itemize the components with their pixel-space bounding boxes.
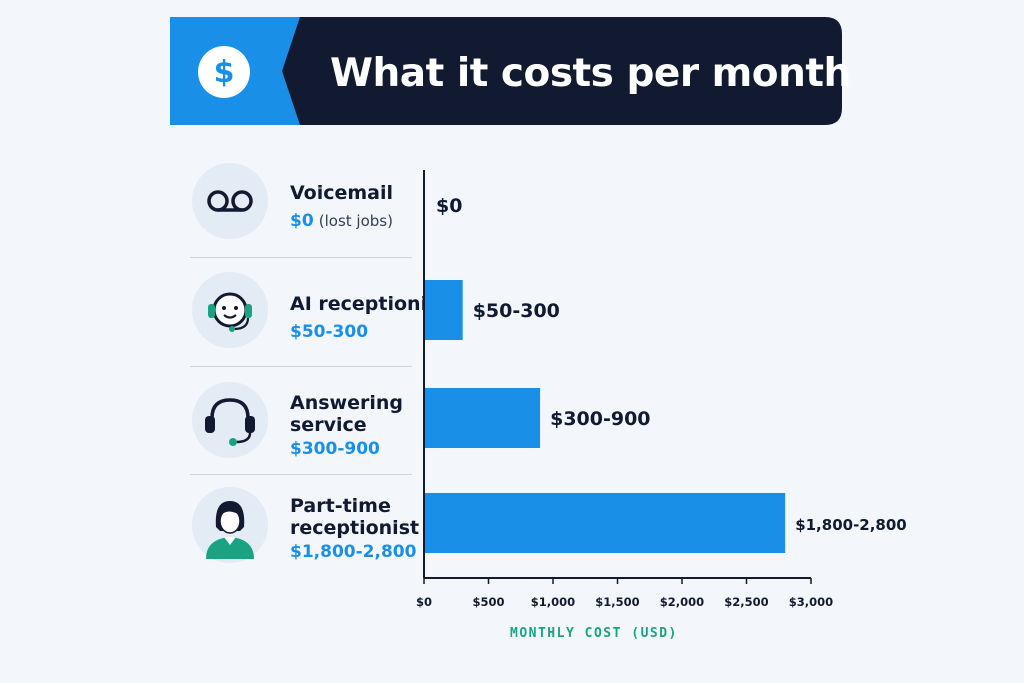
bar-data-label: $0	[436, 195, 462, 217]
row-note-voicemail: (lost jobs)	[318, 212, 393, 230]
row-value-answering-service: $300-900	[290, 439, 380, 459]
x-tick-label: $3,000	[789, 595, 833, 609]
bar	[425, 493, 786, 553]
row-label-ai-receptionist: AI receptionist	[290, 293, 448, 315]
x-tick-label: $500	[472, 595, 504, 609]
row-divider	[190, 366, 412, 367]
ai-headset-face-icon	[192, 272, 268, 348]
row-value-voicemail: $0 (lost jobs)	[290, 211, 393, 231]
row-label-answering-service-line2: service	[290, 414, 367, 436]
header-banner	[170, 17, 842, 125]
receptionist-person-icon	[192, 487, 268, 563]
row-value-ai-receptionist: $50-300	[290, 322, 368, 342]
x-tick-label: $2,500	[724, 595, 768, 609]
row-price-answering-service: $300-900	[290, 439, 380, 459]
row-price-ai-receptionist: $50-300	[290, 322, 369, 342]
bar-data-label: $300-900	[550, 408, 650, 430]
bar-data-label: $50-300	[473, 300, 560, 322]
row-divider	[190, 474, 412, 475]
row-divider	[190, 257, 412, 258]
bar	[425, 388, 541, 448]
row-price-part-time-receptionist: $1,800-2,800	[290, 542, 417, 562]
headset-icon	[192, 382, 268, 458]
page-title: What it costs per month	[330, 51, 851, 96]
dollar-glyph: $	[214, 55, 235, 90]
row-value-part-time-receptionist: $1,800-2,800	[290, 542, 416, 562]
bar-data-label: $1,800-2,800	[795, 516, 907, 534]
voicemail-icon	[192, 163, 268, 239]
x-tick-label: $1,500	[595, 595, 639, 609]
dollar-icon: $	[198, 46, 250, 98]
x-axis-title: MONTHLY COST (USD)	[510, 626, 678, 641]
x-tick-label: $2,000	[660, 595, 704, 609]
row-label-voicemail: Voicemail	[290, 182, 394, 204]
row-label-part-time-receptionist-line1: Part-time	[290, 495, 391, 517]
banner-shape	[170, 17, 842, 125]
row-price-voicemail: $0	[290, 211, 314, 231]
x-tick-label: $1,000	[531, 595, 575, 609]
row-label-answering-service-line1: Answering	[290, 392, 403, 414]
row-label-part-time-receptionist-line2: receptionist	[290, 517, 420, 539]
bar	[425, 280, 463, 340]
x-tick-label: $0	[416, 595, 432, 609]
